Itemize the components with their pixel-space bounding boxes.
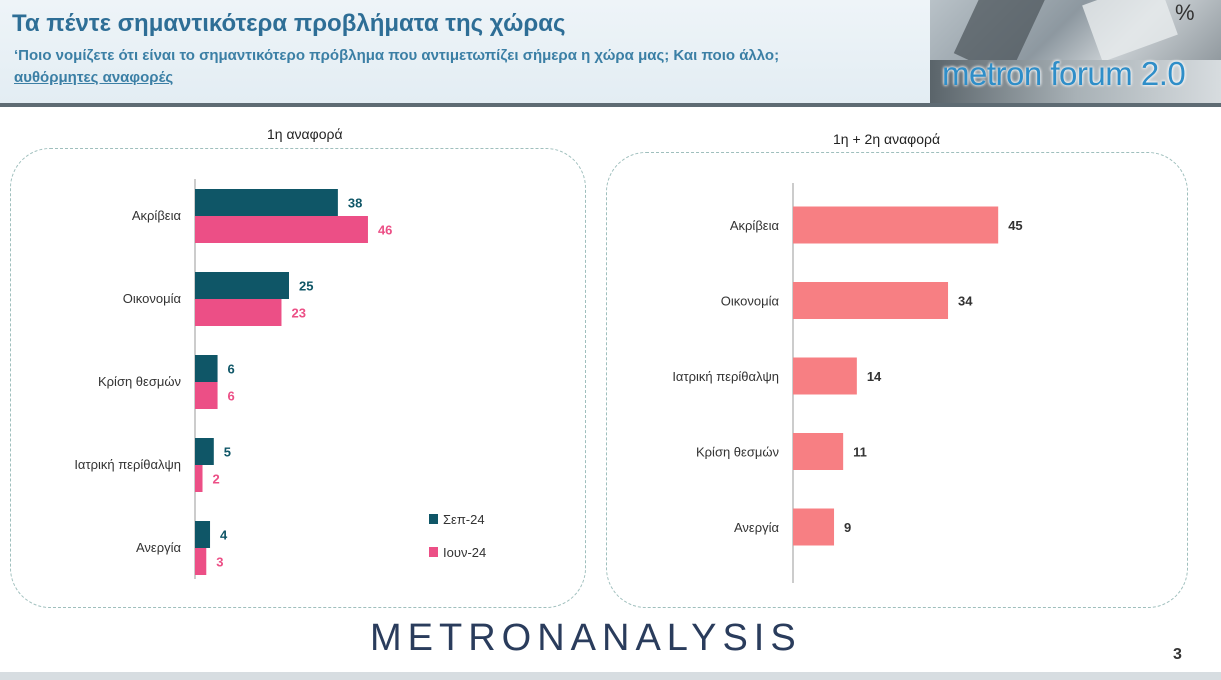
category-label: Κρίση θεσμών [98, 374, 181, 389]
data-label: 4 [220, 528, 228, 543]
bar-sep24 [195, 189, 338, 216]
bar-combined [793, 206, 999, 244]
data-label: 6 [228, 362, 235, 377]
logo-text: metron forum 2.0 [942, 55, 1186, 92]
bar-iun24 [195, 548, 207, 575]
subtitle-question: ‘Ποιο νομίζετε ότι είναι το σημαντικότερ… [14, 47, 780, 64]
data-label: 2 [213, 472, 220, 487]
footer-brand: METRONANALYSIS [370, 617, 802, 659]
bar-combined [793, 357, 857, 395]
category-label: Κρίση θεσμών [696, 445, 779, 460]
category-label: Οικονομία [123, 291, 182, 306]
category-label: Ανεργία [136, 540, 182, 555]
percent-symbol: % [1175, 0, 1195, 25]
chart-2-svg: Ακρίβεια 45 Οικονομία 34 Ιατρική περίθαλψη 14… [672, 183, 1023, 583]
chart-2-panel: Ακρίβεια 45 Οικονομία 34 Ιατρική περίθαλψη 14… [606, 152, 1188, 608]
data-label: 9 [844, 520, 851, 535]
data-label: 38 [348, 196, 362, 211]
bar-iun24 [195, 382, 218, 409]
data-label: 25 [299, 279, 313, 294]
data-label: 3 [216, 555, 223, 570]
category-label: Ανεργία [734, 520, 780, 535]
bar-sep24 [195, 438, 214, 465]
slide-header: Τα πέντε σημαντικότερα προβλήματα της χώ… [0, 0, 1221, 107]
legend-label: Ιουν-24 [443, 545, 486, 560]
chart-1-title: 1η αναφορά [267, 126, 343, 142]
slide-subtitle: ‘Ποιο νομίζετε ότι είναι το σημαντικότερ… [14, 45, 929, 89]
bar-iun24 [195, 299, 282, 326]
legend-label: Σεπ-24 [443, 512, 485, 527]
data-label: 34 [958, 294, 973, 309]
category-label: Οικονομία [721, 294, 780, 309]
bar-combined [793, 433, 844, 470]
bottom-band [0, 672, 1221, 680]
bar-iun24 [195, 465, 203, 492]
legend-swatch-sep24 [429, 514, 438, 524]
metron-forum-logo: % metron forum 2.0 [930, 0, 1221, 103]
bar-combined [793, 282, 949, 319]
data-label: 5 [224, 445, 231, 460]
category-label: Ακρίβεια [132, 208, 182, 223]
bar-sep24 [195, 272, 289, 299]
bar-combined [793, 508, 835, 546]
data-label: 14 [867, 369, 882, 384]
slide-title: Τα πέντε σημαντικότερα προβλήματα της χώ… [12, 10, 566, 37]
data-label: 46 [378, 223, 392, 238]
legend-swatch-iun24 [429, 547, 438, 557]
subtitle-note: αυθόρμητες αναφορές [14, 69, 174, 86]
category-label: Ιατρική περίθαλψη [672, 369, 779, 384]
bar-sep24 [195, 355, 218, 382]
chart-2-title: 1η + 2η αναφορά [833, 131, 941, 147]
bar-sep24 [195, 521, 211, 548]
data-label: 6 [228, 389, 235, 404]
chart-1-panel: Ακρίβεια 38 46 Οικονομία 25 23 Κρίση θεσμών 6 6 Ι… [10, 148, 586, 608]
data-label: 45 [1008, 218, 1022, 233]
bar-iun24 [195, 216, 368, 243]
category-label: Ακρίβεια [730, 218, 780, 233]
page-number: 3 [1173, 646, 1182, 663]
category-label: Ιατρική περίθαλψη [74, 457, 181, 472]
data-label: 23 [291, 306, 305, 321]
data-label: 11 [853, 445, 867, 460]
